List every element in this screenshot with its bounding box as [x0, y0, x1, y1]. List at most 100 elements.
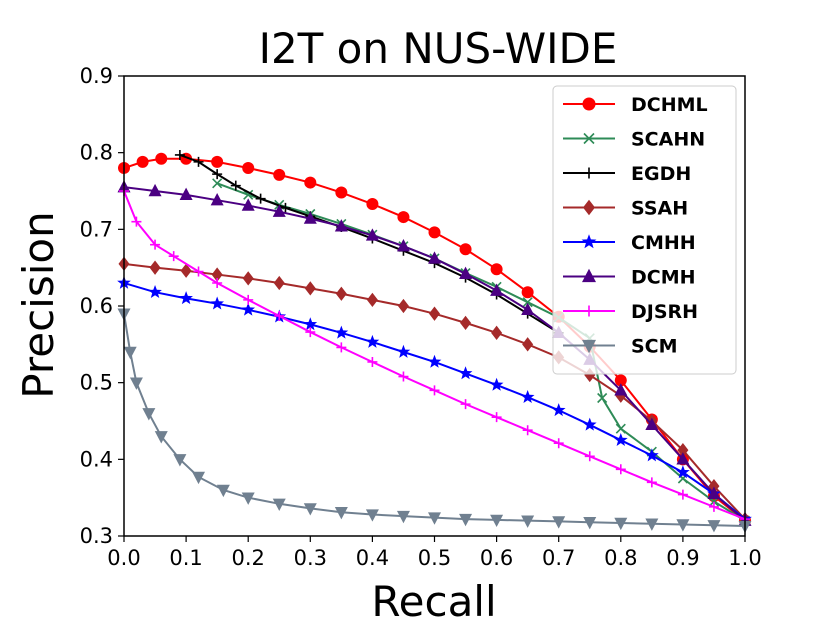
legend-entry-scm: SCM: [563, 336, 678, 358]
dcmh-point: [396, 239, 410, 252]
axes-layer: 0.0 0.1 0.2 0.3 0.4 0.5 0.6 0.7 0.8 0.9 1.0 0.3 0.4 0…: [80, 64, 762, 570]
legend-marker-egdh: [583, 167, 595, 179]
cmhh-point: [334, 325, 349, 339]
scm-point: [129, 377, 143, 390]
x-tick-label: 0.6: [480, 546, 513, 570]
scahn-point: [522, 297, 533, 308]
scm-point: [365, 509, 379, 522]
y-tick-label: 0.3: [80, 524, 113, 548]
scahn-point: [212, 178, 223, 189]
y-tick-label: 0.4: [80, 447, 113, 471]
dcmh-point: [210, 193, 224, 206]
cmhh-point: [582, 417, 597, 431]
scm-point: [334, 507, 348, 520]
djsrh-point: [522, 425, 533, 436]
legend-label-scahn: SCAHN: [631, 129, 705, 151]
ssah-point: [584, 367, 596, 383]
x-tick-label: 1.0: [728, 546, 761, 570]
legend-label-dchml: DCHML: [631, 94, 708, 116]
dcmh-point: [521, 302, 535, 316]
scm-point: [216, 484, 230, 498]
ssah-point: [429, 306, 440, 321]
djsrh-point: [243, 294, 254, 305]
djsrh-point: [460, 399, 471, 410]
series-egdh: [174, 149, 564, 338]
legend-marker-dcmh: [582, 268, 596, 283]
djsrh-point: [615, 464, 626, 475]
y-tick-label: 0.6: [80, 294, 113, 318]
dchml-point: [490, 263, 503, 276]
scm-point: [396, 510, 410, 524]
dcmh-point: [179, 187, 193, 201]
series-dchml: [118, 152, 751, 527]
scm-point: [490, 514, 504, 528]
x-tick-label: 0.9: [666, 546, 699, 570]
dchml-point: [428, 226, 441, 239]
legend-marker-ssah: [583, 199, 595, 216]
x-axis-title: Recall: [371, 577, 496, 623]
dchml-line: [123, 157, 746, 522]
dchml-point: [136, 155, 149, 168]
dchml-point: [211, 155, 224, 168]
x-tick-label: 0.4: [356, 546, 389, 570]
cmhh-point: [303, 317, 318, 331]
scahn-point: [615, 423, 626, 434]
legend-label-scm: SCM: [631, 336, 678, 358]
legend-entry-dchml: DCHML: [563, 94, 708, 116]
ssah-point: [149, 260, 161, 275]
dchml-point: [155, 152, 168, 165]
scm-point: [154, 431, 168, 444]
y-axis-title: Precision: [14, 211, 63, 398]
dcmh-point: [676, 452, 690, 465]
cmhh-point: [427, 354, 442, 368]
legend-marker-djsrh: [583, 305, 595, 317]
djsrh-point: [367, 356, 378, 367]
x-tick-label: 0.0: [107, 546, 140, 570]
cmhh-point: [365, 334, 380, 348]
dcmh-point: [365, 228, 379, 241]
dchml-point: [459, 243, 472, 256]
dcmh-point: [272, 204, 286, 217]
ssah-point: [491, 325, 503, 340]
series-scm: [117, 308, 752, 534]
legend-entry-djsrh: DJSRH: [563, 301, 698, 323]
djsrh-point: [168, 251, 179, 262]
scm-point: [123, 346, 137, 360]
legend-label-cmhh: CMHH: [631, 232, 696, 254]
djsrh-point: [150, 239, 161, 250]
legend-label-ssah: SSAH: [631, 198, 688, 220]
dchml-point: [273, 168, 286, 181]
cmhh-point: [148, 285, 162, 299]
y-tick-label: 0.7: [80, 217, 113, 241]
dcmh-point: [645, 417, 659, 431]
scm-point: [707, 520, 721, 533]
scm-point: [676, 519, 690, 532]
dcmh-point: [241, 198, 255, 211]
djsrh-point: [646, 477, 657, 488]
x-tick-label: 0.1: [169, 546, 202, 570]
x-tick-label: 0.2: [231, 546, 264, 570]
djsrh-point: [131, 216, 142, 227]
djsrh-point: [429, 385, 440, 396]
dchml-point: [335, 186, 348, 199]
x-tick-label: 0.7: [542, 546, 575, 570]
series-djsrh: [119, 186, 750, 525]
dchml-point: [304, 176, 317, 189]
ssah-point: [335, 286, 347, 301]
scm-point: [428, 512, 441, 525]
scahn-point: [243, 189, 254, 200]
dchml-point: [521, 286, 534, 299]
egdh-point: [174, 149, 185, 160]
scm-point: [583, 517, 597, 530]
egdh-point: [280, 202, 291, 213]
dchml-point: [366, 198, 379, 211]
dcmh-point: [148, 183, 162, 197]
ssah-point: [460, 315, 472, 331]
legend-entry-scahn: SCAHN: [563, 129, 705, 151]
y-tick-label: 0.8: [80, 141, 113, 165]
egdh-point: [212, 169, 223, 180]
djsrh-point: [677, 489, 688, 500]
dcmh-point: [459, 266, 473, 279]
djsrh-point: [584, 451, 595, 462]
